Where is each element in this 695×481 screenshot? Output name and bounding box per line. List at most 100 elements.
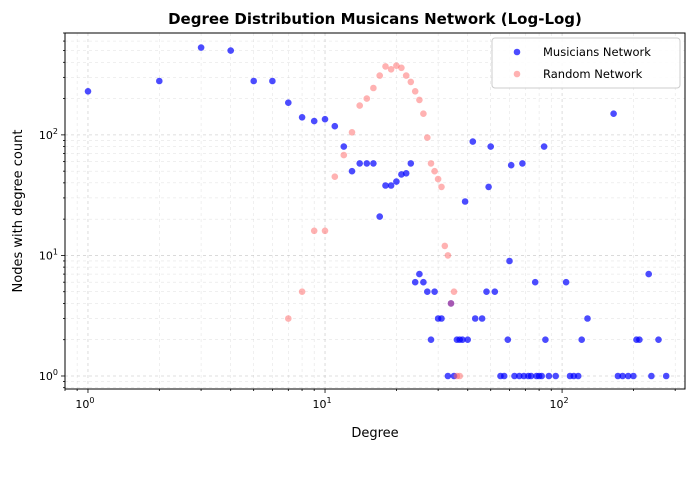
- random-point: [444, 252, 452, 259]
- musicians-point: [310, 117, 318, 125]
- musicians-point: [478, 315, 486, 322]
- random-point: [363, 95, 371, 102]
- musicians-point: [507, 161, 515, 169]
- musicians-point: [500, 372, 508, 380]
- musicians-point: [538, 372, 545, 380]
- musicians-point: [485, 183, 492, 191]
- chart-title: Degree Distribution Musicans Network (Lo…: [168, 10, 582, 28]
- musicians-point: [197, 44, 205, 51]
- random-point: [427, 160, 435, 167]
- musicians-point: [506, 257, 513, 265]
- musicians-point: [464, 336, 472, 344]
- musicians-point: [471, 315, 479, 322]
- musicians-point: [504, 336, 512, 344]
- musicians-point: [662, 372, 670, 380]
- musicians-point: [552, 372, 559, 380]
- musicians-point: [519, 160, 526, 167]
- musicians-point: [402, 170, 410, 177]
- random-point: [340, 151, 348, 159]
- musicians-point: [636, 336, 643, 344]
- legend-label-musicians: Musicians Network: [543, 45, 651, 59]
- y-tick-label: 102: [39, 127, 58, 142]
- musicians-point: [431, 288, 438, 296]
- musicians-point: [614, 372, 622, 380]
- random-point: [420, 110, 427, 117]
- musicians-point: [416, 270, 423, 278]
- random-point: [441, 242, 449, 250]
- legend-marker-random: [513, 70, 521, 78]
- random-point: [393, 62, 400, 69]
- musicians-point: [491, 288, 499, 296]
- plot-frame: [64, 32, 686, 390]
- legend-marker-musicians: [513, 48, 521, 56]
- random-point: [298, 288, 306, 296]
- data-points: [84, 44, 670, 380]
- musicians-point: [516, 372, 523, 380]
- musicians-point: [156, 77, 163, 85]
- random-point: [411, 88, 419, 95]
- random-point: [321, 227, 329, 235]
- random-point: [450, 288, 458, 296]
- x-axis-label: Degree: [351, 426, 398, 441]
- musicians-point: [227, 47, 234, 54]
- random-point: [387, 66, 395, 73]
- x-tick-label: 101: [312, 396, 331, 411]
- musicians-point: [624, 372, 632, 380]
- x-tick-label: 100: [75, 396, 94, 411]
- musicians-point: [487, 143, 495, 150]
- musicians-point: [562, 278, 570, 286]
- random-point: [416, 96, 423, 104]
- musicians-point: [393, 178, 400, 185]
- y-tick-label: 100: [39, 368, 58, 383]
- random-point: [402, 72, 410, 79]
- random-point: [285, 315, 292, 322]
- musicians-point: [427, 336, 435, 344]
- musicians-point: [250, 77, 257, 85]
- musicians-point: [411, 278, 419, 286]
- random-point: [331, 173, 339, 180]
- musicians-point: [511, 372, 518, 380]
- musicians-point: [382, 182, 389, 189]
- musicians-point: [407, 160, 415, 167]
- musicians-point: [527, 372, 535, 380]
- musicians-point: [420, 278, 427, 286]
- musicians-point: [578, 336, 585, 344]
- random-point: [348, 129, 356, 136]
- musicians-point: [648, 372, 655, 380]
- random-point: [370, 84, 377, 92]
- random-point: [356, 102, 364, 109]
- musicians-point: [331, 122, 339, 130]
- musicians-point: [483, 288, 490, 296]
- musicians-point: [630, 372, 637, 380]
- legend-box: [491, 37, 681, 89]
- musicians-point: [84, 88, 92, 95]
- random-point: [376, 72, 384, 79]
- musicians-point: [340, 143, 348, 150]
- musicians-point: [469, 138, 477, 145]
- musicians-point: [348, 167, 356, 175]
- musicians-point: [461, 198, 469, 205]
- musicians-point: [574, 372, 582, 380]
- random-point: [310, 227, 318, 235]
- legend-label-random: Random Network: [543, 67, 643, 81]
- random-point: [438, 183, 445, 191]
- legend: Musicians Network Random Network: [491, 37, 681, 89]
- y-tick-label: 101: [39, 247, 58, 262]
- musicians-point: [531, 278, 539, 286]
- grid: [64, 32, 685, 389]
- musicians-point: [321, 115, 329, 123]
- musicians-point: [584, 315, 591, 322]
- random-point: [456, 372, 464, 380]
- axis-ticks: 100 101 102 100 101 102: [39, 32, 676, 411]
- musicians-point: [619, 372, 626, 380]
- musicians-point: [542, 336, 549, 344]
- random-point: [447, 300, 455, 307]
- musicians-point: [444, 372, 452, 380]
- musicians-point: [459, 336, 466, 344]
- musicians-point: [356, 160, 364, 167]
- musicians-point: [387, 182, 395, 189]
- musicians-point: [285, 99, 292, 106]
- musicians-point: [438, 315, 445, 322]
- musicians-point: [424, 288, 431, 296]
